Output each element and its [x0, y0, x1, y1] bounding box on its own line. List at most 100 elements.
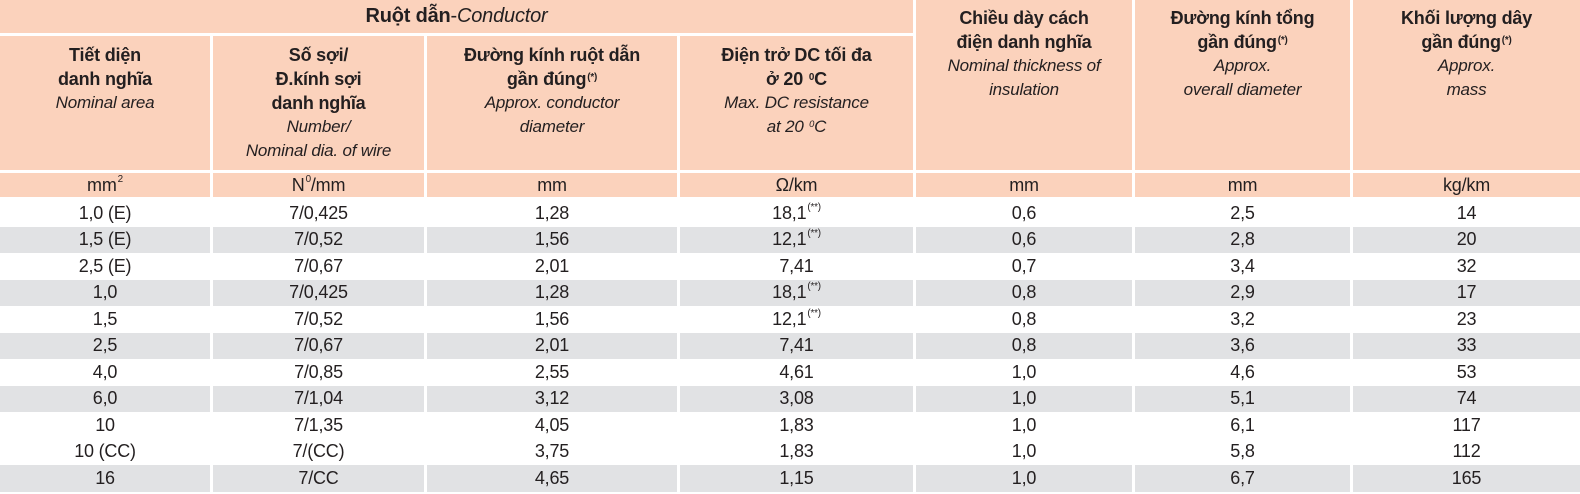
table-cell: 3,75: [427, 438, 680, 465]
table-header: Ruột dẫn - Conductor Tiết diện danh nghĩa…: [0, 0, 1580, 200]
table-row: 2,5 (E) 7/0,67 2,01 7,41 0,7 3,4 32: [0, 253, 1580, 280]
table-body: 1,0 (E) 7/0,425 1,28 18,1 (**) 0,6 2,5 14 1,5 (…: [0, 200, 1580, 492]
table-cell: 1,0: [0, 279, 213, 306]
table-cell: 7/1,35: [213, 412, 427, 439]
table-cell: 0,6: [916, 200, 1135, 227]
unit-cell: mm: [427, 173, 680, 200]
table-cell: 7/1,04: [213, 385, 427, 412]
table-cell: 12,1 (**): [680, 306, 916, 333]
table-cell: 1,28: [427, 279, 680, 306]
table-cell: 2,55: [427, 359, 680, 386]
table-cell: 2,01: [427, 253, 680, 280]
column-header-en: Nominal thickness of insulation: [947, 56, 1101, 99]
column-header-en: Nominal area: [55, 93, 155, 112]
table-cell: 7/0,67: [213, 332, 427, 359]
table-cell: 14: [1353, 200, 1580, 227]
table-cell: 1,83: [680, 412, 916, 439]
table-cell: 0,8: [916, 279, 1135, 306]
table-cell: 1,15: [680, 465, 916, 492]
table-cell: 1,0: [916, 359, 1135, 386]
column-header-en: Approx. mass: [1437, 56, 1496, 99]
table-cell: 32: [1353, 253, 1580, 280]
table-cell: 10: [0, 412, 213, 439]
unit-cell: mm 2: [0, 173, 213, 200]
table-cell: 7,41: [680, 332, 916, 359]
column-header-vi: Tiết diện danh nghĩa: [58, 45, 152, 89]
table-cell: 10 (CC): [0, 438, 213, 465]
table-cell: 1,0: [916, 385, 1135, 412]
table-cell: 20: [1353, 226, 1580, 253]
table-cell: 1,0: [916, 465, 1135, 492]
table-row: 1,0 7/0,425 1,28 18,1 (**) 0,8 2,9 17: [0, 279, 1580, 306]
table-row: 6,0 7/1,04 3,12 3,08 1,0 5,1 74: [0, 385, 1580, 412]
table-cell: 0,7: [916, 253, 1135, 280]
column-header-en: Number/Nominal dia. of wire: [245, 117, 392, 160]
column-header-vi: Khối lượng dây gần đúng(*): [1400, 8, 1533, 52]
table-cell: 53: [1353, 359, 1580, 386]
column-header-number-dia-of-wire: Số sợi/Đ.kính sợi danh nghĩa Number/Nomin…: [213, 36, 427, 173]
table-cell: 3,08: [680, 385, 916, 412]
unit-cell: N 0/mm: [213, 173, 427, 200]
table-cell: 1,5: [0, 306, 213, 333]
table-cell: 7/0,85: [213, 359, 427, 386]
column-header-nominal-area: Tiết diện danh nghĩa Nominal area: [0, 36, 213, 173]
table-cell: 0,8: [916, 306, 1135, 333]
table-row: 2,5 7/0,67 2,01 7,41 0,8 3,6 33: [0, 332, 1580, 359]
table-cell: 3,2: [1135, 306, 1353, 333]
table-cell: 7,41: [680, 253, 916, 280]
table-cell: 7/0,425: [213, 200, 427, 227]
table-row: 10 (CC) 7/(CC) 3,75 1,83 1,0 5,8 112: [0, 438, 1580, 465]
table-cell: 1,28: [427, 200, 680, 227]
table-cell: 12,1 (**): [680, 226, 916, 253]
table-cell: 0,6: [916, 226, 1135, 253]
column-header-mass: Khối lượng dây gần đúng(*) Approx. mass: [1353, 0, 1580, 173]
column-header-vi: Đường kính ruột dẫn gần đúng(*): [463, 45, 640, 89]
table-cell: 7/0,52: [213, 306, 427, 333]
column-header-vi: Số sợi/Đ.kính sợi danh nghĩa: [271, 45, 366, 113]
table-cell: 7/0,52: [213, 226, 427, 253]
table-cell: 2,9: [1135, 279, 1353, 306]
table-cell: 6,1: [1135, 412, 1353, 439]
column-header-conductor-diameter: Đường kính ruột dẫn gần đúng(*) Approx. c…: [427, 36, 680, 173]
table-cell: 6,0: [0, 385, 213, 412]
table-cell: 4,65: [427, 465, 680, 492]
table-cell: 117: [1353, 412, 1580, 439]
group-header-conductor: Ruột dẫn - Conductor: [0, 0, 916, 36]
table-cell: 7/0,425: [213, 279, 427, 306]
column-header-insulation-thickness: Chiều dày cách điện danh nghĩa Nominal th…: [916, 0, 1135, 173]
table-cell: 7/(CC): [213, 438, 427, 465]
table-cell: 4,61: [680, 359, 916, 386]
table-cell: 1,0: [916, 438, 1135, 465]
table-cell: 2,5 (E): [0, 253, 213, 280]
column-header-dc-resistance: Điện trở DC tối đa ở 20 0C Max. DC resist…: [680, 36, 916, 173]
table-cell: 4,0: [0, 359, 213, 386]
unit-cell: kg/km: [1353, 173, 1580, 200]
table-cell: 3,12: [427, 385, 680, 412]
table-cell: 2,5: [0, 332, 213, 359]
column-header-vi: Chiều dày cách điện danh nghĩa: [956, 8, 1092, 52]
table-cell: 2,01: [427, 332, 680, 359]
column-header-overall-diameter: Đường kính tổng gần đúng(*) Approx. overal…: [1135, 0, 1353, 173]
table-cell: 4,05: [427, 412, 680, 439]
table-cell: 4,6: [1135, 359, 1353, 386]
group-header-vi: Ruột dẫn: [365, 5, 451, 27]
column-header-vi: Đường kính tổng gần đúng(*): [1170, 8, 1315, 52]
table-cell: 16: [0, 465, 213, 492]
unit-cell: Ω/km: [680, 173, 916, 200]
table-cell: 1,56: [427, 306, 680, 333]
table-cell: 1,83: [680, 438, 916, 465]
table-cell: 0,8: [916, 332, 1135, 359]
column-header-en: Approx. overall diameter: [1183, 56, 1302, 99]
table-cell: 74: [1353, 385, 1580, 412]
column-header-vi: Điện trở DC tối đa ở 20 0C: [721, 45, 872, 89]
column-header-en: Approx. conductor diameter: [484, 93, 620, 136]
table-cell: 17: [1353, 279, 1580, 306]
table-cell: 165: [1353, 465, 1580, 492]
table-row: 16 7/CC 4,65 1,15 1,0 6,7 165: [0, 465, 1580, 492]
table-row: 1,5 (E) 7/0,52 1,56 12,1 (**) 0,6 2,8 20: [0, 226, 1580, 253]
table-cell: 112: [1353, 438, 1580, 465]
table-cell: 18,1 (**): [680, 279, 916, 306]
table-cell: 18,1 (**): [680, 200, 916, 227]
unit-cell: mm: [916, 173, 1135, 200]
